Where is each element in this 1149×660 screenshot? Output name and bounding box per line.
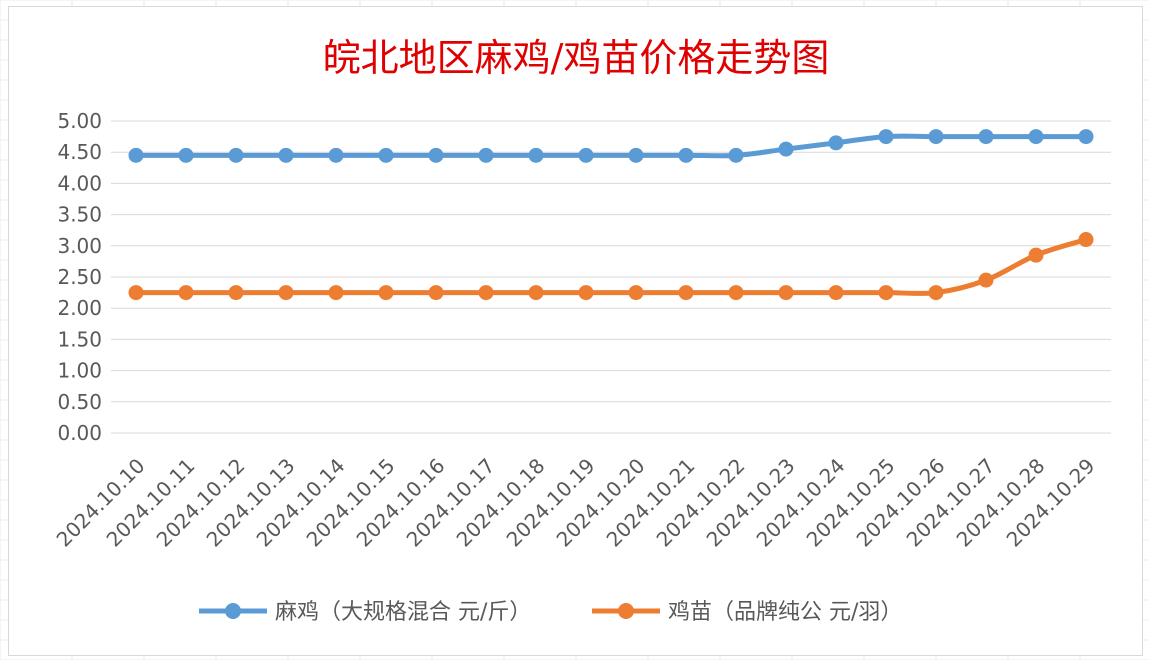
y-tick-label: 3.50: [57, 203, 102, 227]
data-point[interactable]: [378, 147, 394, 163]
data-point[interactable]: [478, 147, 494, 163]
data-point[interactable]: [228, 285, 244, 301]
y-tick-label: 0.00: [57, 421, 102, 445]
legend-marker: [618, 603, 634, 619]
data-point[interactable]: [428, 147, 444, 163]
data-point[interactable]: [178, 147, 194, 163]
data-point[interactable]: [828, 285, 844, 301]
gridlines: [111, 120, 1111, 434]
data-point[interactable]: [128, 147, 144, 163]
series-line: [136, 237, 1087, 297]
series-2: [128, 232, 1094, 301]
data-point[interactable]: [278, 147, 294, 163]
y-tick-label: 4.50: [57, 140, 102, 164]
data-point[interactable]: [878, 129, 894, 145]
data-point[interactable]: [528, 147, 544, 163]
y-tick-label: 1.50: [57, 327, 102, 351]
legend: 麻鸡（大规格混合 元/斤） 鸡苗（品牌纯公 元/羽）: [199, 600, 902, 625]
y-tick-label: 1.00: [57, 359, 102, 383]
data-point[interactable]: [1078, 232, 1094, 248]
data-point[interactable]: [228, 147, 244, 163]
data-point[interactable]: [578, 285, 594, 301]
data-point[interactable]: [478, 285, 494, 301]
x-axis: 2024.10.102024.10.112024.10.122024.10.13…: [52, 454, 1100, 552]
legend-marker: [225, 603, 241, 619]
legend-entry-2[interactable]: 鸡苗（品牌纯公 元/羽）: [592, 600, 902, 625]
chart-area[interactable]: 皖北地区麻鸡/鸡苗价格走势图 0.00 0.50 1.00 1.50 2.00 2.50 3…: [8, 6, 1143, 656]
data-point[interactable]: [328, 285, 344, 301]
data-point[interactable]: [828, 135, 844, 151]
data-point[interactable]: [578, 147, 594, 163]
data-point[interactable]: [878, 285, 894, 301]
data-point[interactable]: [328, 147, 344, 163]
legend-label: 鸡苗（品牌纯公 元/羽）: [668, 600, 902, 625]
y-axis: 0.00 0.50 1.00 1.50 2.00 2.50 3.00 3.50 4.00 4.50…: [57, 109, 102, 445]
data-point[interactable]: [728, 285, 744, 301]
data-point[interactable]: [628, 285, 644, 301]
data-point[interactable]: [778, 285, 794, 301]
data-point[interactable]: [928, 285, 944, 301]
data-point[interactable]: [628, 147, 644, 163]
data-point[interactable]: [278, 285, 294, 301]
y-tick-label: 2.50: [57, 265, 102, 289]
data-point[interactable]: [1078, 129, 1094, 145]
series-1: [128, 129, 1094, 163]
data-point[interactable]: [728, 147, 744, 163]
y-tick-label: 4.00: [57, 171, 102, 195]
y-tick-label: 3.00: [57, 234, 102, 258]
data-point[interactable]: [1028, 129, 1044, 145]
y-tick-label: 0.50: [57, 390, 102, 414]
data-point[interactable]: [778, 141, 794, 157]
data-point[interactable]: [378, 285, 394, 301]
data-point[interactable]: [978, 129, 994, 145]
y-tick-label: 2.00: [57, 296, 102, 320]
data-point[interactable]: [678, 147, 694, 163]
data-point[interactable]: [128, 285, 144, 301]
chart-title: 皖北地区麻鸡/鸡苗价格走势图: [323, 36, 830, 80]
data-point[interactable]: [178, 285, 194, 301]
data-point[interactable]: [428, 285, 444, 301]
data-point[interactable]: [528, 285, 544, 301]
line-chart: 皖北地区麻鸡/鸡苗价格走势图 0.00 0.50 1.00 1.50 2.00 2.50 3…: [52, 36, 1111, 625]
y-tick-label: 5.00: [57, 109, 102, 133]
data-point[interactable]: [928, 129, 944, 145]
data-point[interactable]: [678, 285, 694, 301]
legend-entry-1[interactable]: 麻鸡（大规格混合 元/斤）: [199, 600, 531, 625]
legend-label: 麻鸡（大规格混合 元/斤）: [275, 600, 531, 625]
series-layer: [128, 129, 1094, 301]
data-point[interactable]: [1028, 247, 1044, 263]
series-line: [136, 133, 1086, 159]
data-point[interactable]: [978, 272, 994, 288]
